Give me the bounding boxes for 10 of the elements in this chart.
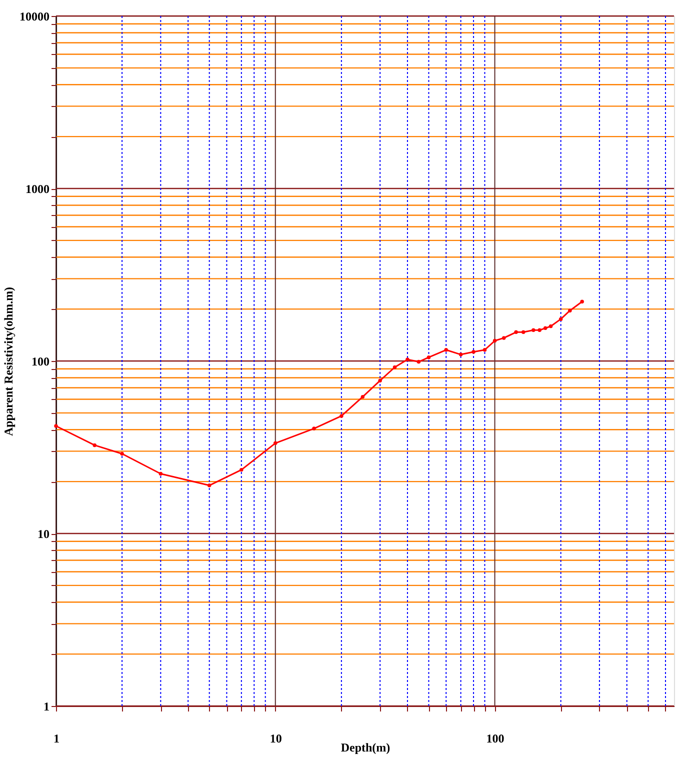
x-tick-label: 1 [54, 732, 60, 746]
y-tick-label: 1 [44, 700, 50, 714]
x-tick-label: 10 [270, 732, 282, 746]
y-axis-title: Apparent Resistivity(ohm.m) [2, 286, 16, 436]
y-tick-label: 10 [38, 527, 50, 541]
y-tick-label: 100 [32, 354, 50, 368]
x-axis-title: Depth(m) [340, 740, 390, 754]
y-tick-label: 10000 [20, 10, 50, 24]
x-tick-label: 100 [486, 732, 504, 746]
y-tick-label: 1000 [26, 182, 50, 196]
